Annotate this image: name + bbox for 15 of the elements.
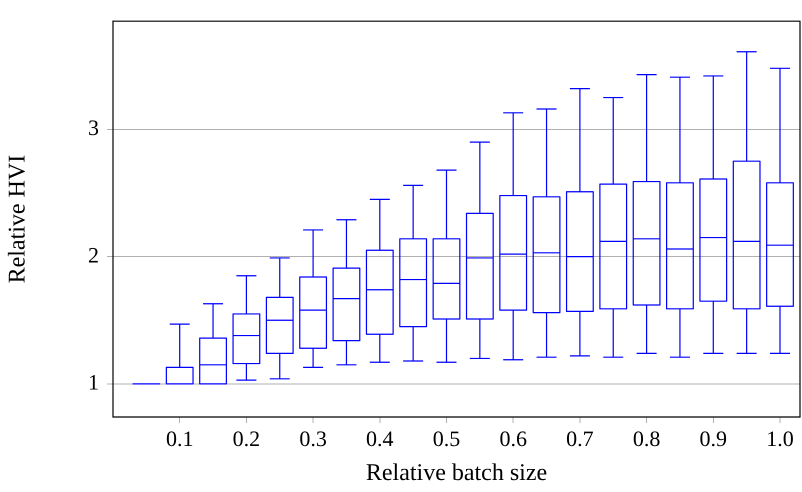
x-tick-label: 1.0	[766, 426, 794, 451]
x-axis-title: Relative batch size	[366, 460, 548, 486]
y-tick-label: 1	[88, 370, 99, 395]
y-axis-title: Relative HVI	[4, 154, 31, 284]
x-tick-label: 0.4	[366, 426, 394, 451]
x-tick-label: 0.9	[700, 426, 728, 451]
x-tick-label: 0.3	[299, 426, 327, 451]
y-tick-label: 2	[88, 242, 99, 268]
x-tick-label: 0.5	[432, 426, 460, 451]
x-tick-label: 0.1	[166, 426, 194, 451]
x-tick-label: 0.6	[499, 426, 527, 451]
x-tick-label: 0.2	[232, 426, 260, 451]
y-tick-label: 3	[88, 115, 99, 140]
x-tick-label: 0.8	[632, 426, 660, 451]
x-tick-label: 0.7	[566, 426, 594, 451]
